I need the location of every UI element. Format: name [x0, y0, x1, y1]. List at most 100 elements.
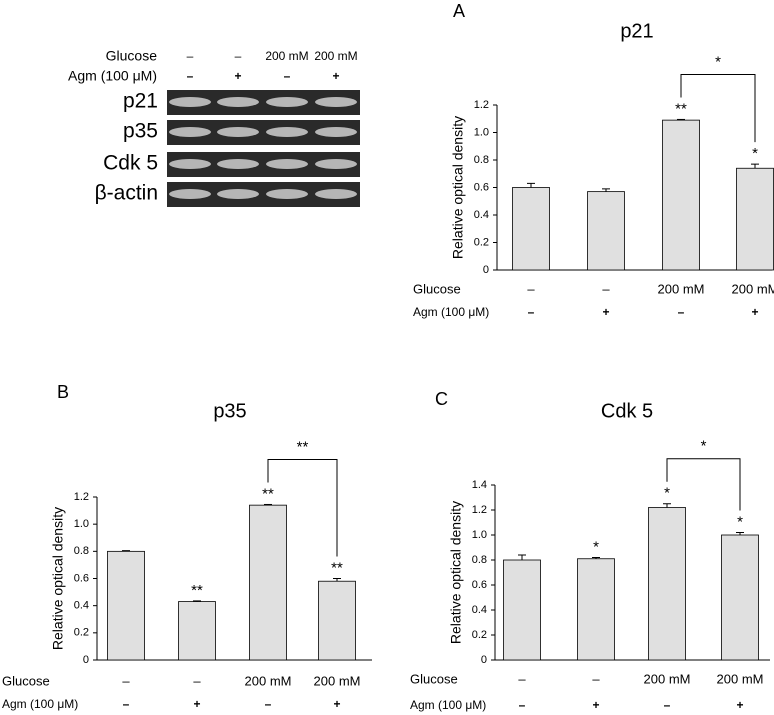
x-tick-label: – — [678, 305, 685, 319]
bracket-label: * — [701, 438, 707, 455]
row-label: Agm (100 μM) — [2, 697, 78, 711]
panel-letter: C — [435, 389, 448, 409]
panel-letter: B — [57, 382, 69, 402]
gel-band — [217, 97, 259, 107]
bar — [736, 167, 774, 271]
y-tick-label: 0.4 — [472, 604, 487, 616]
gel-band — [266, 127, 308, 137]
gel-lane-label: – — [284, 69, 291, 83]
gel-band — [217, 159, 259, 169]
y-tick-label: 1.0 — [472, 529, 487, 541]
gel-band — [315, 159, 357, 169]
y-tick-label: 1.2 — [472, 504, 487, 516]
gel-row-label: Glucose — [106, 48, 158, 64]
y-tick-label: 1.2 — [74, 491, 89, 503]
x-tick-label: – — [122, 673, 130, 688]
band-label: p35 — [123, 120, 158, 143]
y-tick-label: 1.2 — [474, 99, 489, 111]
significance-label: * — [593, 538, 599, 555]
y-tick-label: 0.6 — [472, 579, 487, 591]
x-tick-label: + — [193, 697, 200, 711]
x-tick-label: – — [123, 697, 130, 711]
x-tick-label: 200 mM — [732, 281, 774, 296]
gel-lane-label: + — [332, 69, 339, 83]
row-label: Glucose — [413, 281, 461, 296]
bar — [318, 580, 356, 661]
y-tick-label: 1.0 — [74, 518, 89, 530]
x-tick-label: + — [333, 697, 340, 711]
bracket — [666, 458, 741, 511]
y-axis-label: Relative optical density — [450, 116, 466, 259]
y-tick-label: 0.8 — [474, 154, 489, 166]
bracket-label: ** — [297, 438, 309, 455]
gel-band — [266, 159, 308, 169]
gel-band — [315, 97, 357, 107]
gel-band — [315, 189, 357, 199]
significance-label: * — [664, 485, 670, 502]
significance-label: ** — [675, 100, 687, 117]
significance-label: * — [752, 145, 758, 162]
x-tick-label: – — [592, 671, 600, 686]
x-tick-label: + — [736, 698, 743, 712]
bar — [577, 558, 615, 661]
x-tick-label: – — [528, 305, 535, 319]
y-tick-label: 0.4 — [74, 600, 89, 612]
bar — [249, 504, 287, 661]
row-label: Glucose — [2, 673, 50, 688]
band-label: β-actin — [95, 182, 158, 205]
bar — [107, 550, 145, 661]
gel-lane-label: – — [187, 49, 194, 63]
gel-band — [169, 189, 211, 199]
bracket-label: * — [715, 53, 721, 70]
gel-band — [169, 127, 211, 137]
bar — [178, 601, 216, 661]
y-tick-label: 0.2 — [474, 236, 489, 248]
bar — [662, 119, 700, 271]
x-tick-label: 200 mM — [717, 671, 764, 686]
gel-band — [315, 127, 357, 137]
significance-label: ** — [262, 485, 274, 502]
band-label: Cdk 5 — [103, 152, 158, 175]
gel-band — [217, 189, 259, 199]
x-tick-label: – — [265, 697, 272, 711]
y-axis-label: Relative optical density — [448, 501, 464, 644]
x-tick-label: – — [193, 673, 201, 688]
x-tick-label: + — [751, 305, 758, 319]
gel-band — [266, 97, 308, 107]
significance-label: ** — [331, 559, 343, 576]
gel-band — [169, 159, 211, 169]
bracket — [680, 73, 756, 143]
bar — [648, 507, 686, 661]
y-tick-label: 0.2 — [472, 629, 487, 641]
gel-lane-label: – — [235, 49, 242, 63]
y-tick-label: 0.2 — [74, 627, 89, 639]
band-label: p21 — [123, 90, 158, 113]
x-tick-label: – — [518, 671, 526, 686]
row-label: Agm (100 μM) — [413, 305, 489, 319]
x-tick-label: + — [592, 698, 599, 712]
chart-title: Cdk 5 — [601, 400, 653, 422]
x-tick-label: – — [527, 281, 535, 296]
row-label: Agm (100 μM) — [410, 698, 486, 712]
gel-lane-label: + — [234, 69, 241, 83]
y-tick-label: 0 — [481, 654, 487, 666]
y-tick-label: 0.4 — [474, 209, 489, 221]
y-tick-label: 0.8 — [472, 554, 487, 566]
gel-band — [266, 189, 308, 199]
y-tick-label: 0.6 — [474, 181, 489, 193]
bar — [721, 534, 759, 661]
gel-band — [169, 97, 211, 107]
chart-title: p35 — [213, 400, 246, 422]
row-label: Glucose — [410, 671, 458, 686]
y-tick-label: 1.0 — [474, 126, 489, 138]
significance-label: ** — [191, 582, 203, 599]
y-tick-label: 0 — [83, 654, 89, 666]
bar — [503, 559, 541, 661]
y-tick-label: 0.6 — [74, 572, 89, 584]
x-tick-label: 200 mM — [245, 673, 292, 688]
bar — [512, 187, 550, 271]
x-tick-label: 200 mM — [658, 281, 705, 296]
y-tick-label: 0 — [483, 264, 489, 276]
gel-row-label: Agm (100 μM) — [68, 68, 157, 84]
